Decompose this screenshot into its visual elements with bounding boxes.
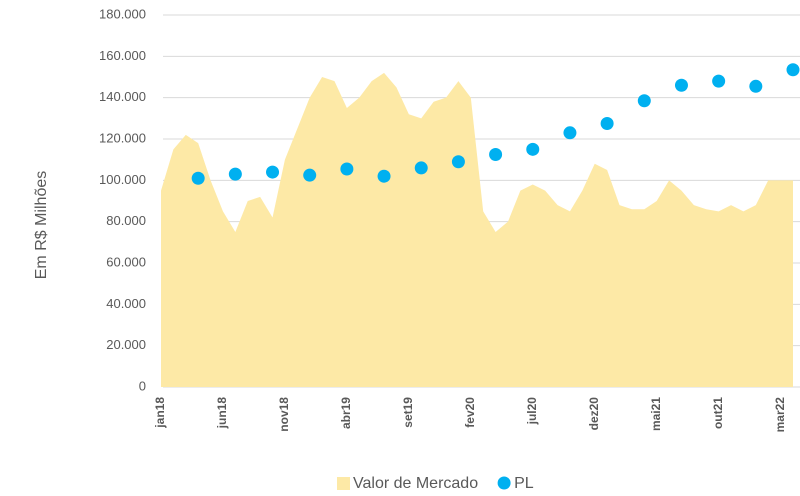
- point: [377, 169, 391, 183]
- point: [228, 167, 242, 181]
- point: [340, 162, 354, 176]
- legend-label: Valor de Mercado: [353, 475, 478, 492]
- x-tick-label: set19: [401, 397, 415, 428]
- area: [161, 72, 793, 387]
- point: [674, 78, 688, 92]
- y-tick-label: 100.000: [99, 172, 146, 187]
- x-tick-label: out21: [711, 397, 725, 429]
- point: [712, 74, 726, 88]
- y-tick-label: 20.000: [106, 337, 146, 352]
- y-axis-title: Em R$ Milhões: [33, 171, 50, 279]
- x-tick-label: jun18: [215, 397, 229, 430]
- point: [749, 79, 763, 93]
- x-tick-label: fev20: [463, 397, 477, 428]
- point: [526, 142, 540, 156]
- x-tick-label: nov18: [277, 397, 291, 432]
- point: [303, 168, 317, 182]
- y-tick-label: 180.000: [99, 6, 146, 21]
- y-tick-label: 0: [139, 378, 146, 393]
- x-tick-label: mai21: [649, 397, 663, 431]
- point: [600, 117, 614, 130]
- y-tick-label: 80.000: [106, 213, 146, 228]
- y-tick-label: 140.000: [99, 89, 146, 104]
- x-tick-label: mar22: [773, 397, 787, 433]
- x-tick-label: dez20: [587, 397, 601, 431]
- point: [637, 94, 651, 108]
- legend-label: PL: [514, 475, 534, 492]
- legend-swatch: [497, 476, 511, 490]
- y-tick-label: 40.000: [106, 296, 146, 311]
- point: [414, 161, 428, 175]
- y-tick-label: 60.000: [106, 254, 146, 269]
- x-tick-label: jul20: [525, 397, 539, 426]
- point: [191, 171, 205, 185]
- x-tick-label: jan18: [153, 397, 167, 429]
- point: [489, 148, 503, 161]
- point: [786, 63, 800, 77]
- x-tick-label: abr19: [339, 397, 353, 429]
- y-tick-label: 160.000: [99, 48, 146, 63]
- point: [563, 126, 577, 140]
- point: [266, 165, 280, 179]
- y-tick-label: 120.000: [99, 130, 146, 145]
- point: [451, 155, 465, 169]
- legend-swatch: [337, 477, 350, 490]
